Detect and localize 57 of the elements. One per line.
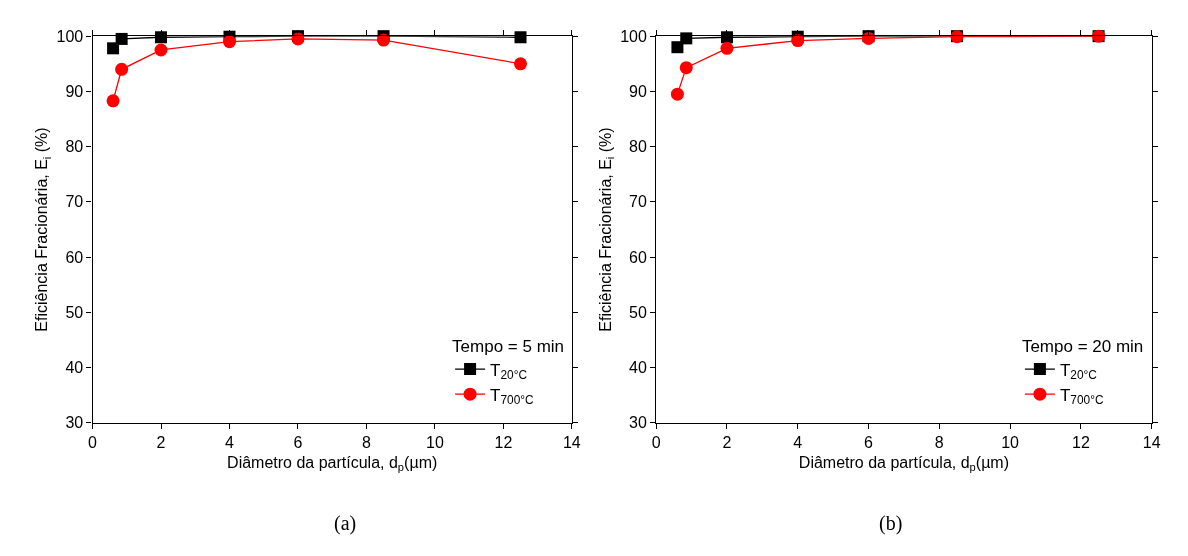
y-tick-label: 80 xyxy=(629,138,647,156)
point xyxy=(154,43,168,57)
legend-title: Tempo = 5 min xyxy=(452,336,565,356)
y-tick-label: 70 xyxy=(65,193,84,211)
x-axis-title: Diâmetro da partícula, d$_{p}$(µm) xyxy=(798,453,1010,474)
x-tick-label: 4 xyxy=(793,434,803,452)
y-tick-label: 30 xyxy=(629,414,647,432)
point xyxy=(679,61,693,75)
x-tick-label: 0 xyxy=(88,434,98,452)
point xyxy=(115,62,129,76)
point xyxy=(514,31,527,44)
x-axis-title: Diâmetro da partícula, d$_{p}$(µm) xyxy=(227,453,438,474)
y-tick-label: 40 xyxy=(629,359,647,377)
y-tick-label: 100 xyxy=(56,27,84,45)
x-tick-label: 4 xyxy=(225,434,235,452)
point xyxy=(680,32,693,45)
legend-label: T$_{20°C}$ xyxy=(1059,360,1098,383)
y-tick-label: 100 xyxy=(620,27,647,45)
text: (a) xyxy=(334,512,357,535)
legend-label: T$_{20°C}$ xyxy=(490,360,528,383)
legend-label: T$_{700°C}$ xyxy=(490,385,535,408)
y-tick-label: 50 xyxy=(629,303,647,321)
y-tick-label: 90 xyxy=(65,83,84,100)
point xyxy=(106,94,120,108)
y-tick-label: 80 xyxy=(65,138,84,156)
y-tick-label: 30 xyxy=(65,414,84,432)
point xyxy=(115,32,128,45)
y-tick-label: 60 xyxy=(629,248,647,266)
point xyxy=(671,41,684,54)
point xyxy=(223,35,236,49)
x-tick-label: 8 xyxy=(361,434,371,452)
y-tick-label: 90 xyxy=(629,83,647,100)
x-tick-label: 8 xyxy=(934,434,944,452)
y-tick-label: 60 xyxy=(65,248,84,266)
text: (b) xyxy=(879,512,903,535)
x-tick-label: 14 xyxy=(1142,434,1161,452)
y-tick-label: 70 xyxy=(629,193,647,211)
x-tick-label: 6 xyxy=(293,434,303,452)
x-tick-label: 10 xyxy=(426,434,444,452)
legend-title: Tempo = 20 min xyxy=(1021,336,1144,356)
y-tick-label: 50 xyxy=(65,303,84,321)
point xyxy=(514,57,528,71)
x-tick-label: 12 xyxy=(1071,434,1090,452)
x-tick-label: 2 xyxy=(156,434,166,452)
point xyxy=(377,33,391,47)
point xyxy=(720,41,734,55)
legend-label: T$_{700°C}$ xyxy=(1059,385,1104,408)
x-tick-label: 0 xyxy=(651,434,661,452)
y-tick-label: 40 xyxy=(65,359,84,377)
x-tick-label: 12 xyxy=(494,434,513,452)
point xyxy=(670,87,684,101)
point xyxy=(791,34,805,48)
x-tick-label: 10 xyxy=(1001,434,1020,452)
point xyxy=(107,42,120,55)
x-tick-label: 14 xyxy=(562,434,581,452)
x-tick-label: 2 xyxy=(722,434,732,452)
x-tick-label: 6 xyxy=(864,434,874,452)
